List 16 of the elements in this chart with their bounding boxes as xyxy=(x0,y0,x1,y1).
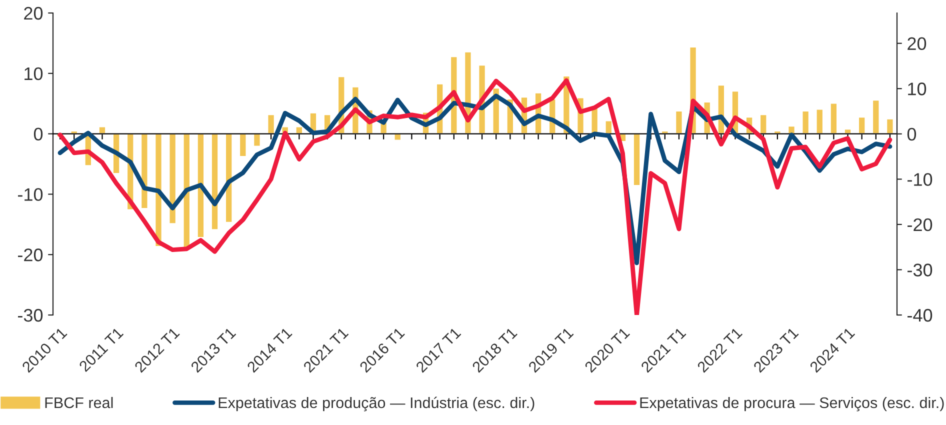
y2-tick-label: 0 xyxy=(907,128,916,141)
y-tick-label: 10 xyxy=(24,67,43,80)
y-tick-label: 0 xyxy=(34,128,43,141)
y-tick-label: -10 xyxy=(18,188,43,201)
y2-tick-label: -10 xyxy=(908,173,932,186)
y2-tick-label: -20 xyxy=(908,218,932,232)
legend-label: FBCF real xyxy=(45,396,113,408)
y2-tick-label: 10 xyxy=(908,82,926,96)
y2-tick-label: -30 xyxy=(908,264,932,276)
y-tick-label: -20 xyxy=(18,248,43,262)
y-tick-label: 20 xyxy=(24,6,43,20)
y-tick-label: -30 xyxy=(18,308,43,322)
y2-tick-label: -40 xyxy=(908,308,932,322)
legend-label: Expetativas de procura — Serviços (esc. dir.) xyxy=(640,396,944,412)
y2-tick-label: 20 xyxy=(908,37,926,50)
legend-label: Expetativas de produção — Indústria (esc. dir.) xyxy=(218,396,534,412)
